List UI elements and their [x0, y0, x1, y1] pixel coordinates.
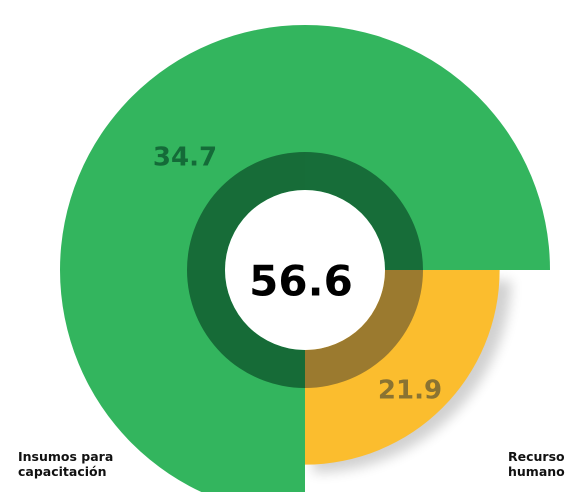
inner-ring — [305, 270, 423, 388]
data-label: 21.9 — [378, 376, 442, 406]
data-label: 34.7 — [153, 143, 217, 173]
inner-ring — [187, 152, 305, 270]
inner-ring — [305, 152, 423, 270]
center-hole — [225, 190, 385, 350]
legend-label: Recurso humano — [508, 449, 565, 479]
inner-ring — [187, 270, 305, 388]
legend-label: Insumos para capacitación — [18, 449, 113, 479]
center-total: 56.6 — [249, 257, 353, 306]
